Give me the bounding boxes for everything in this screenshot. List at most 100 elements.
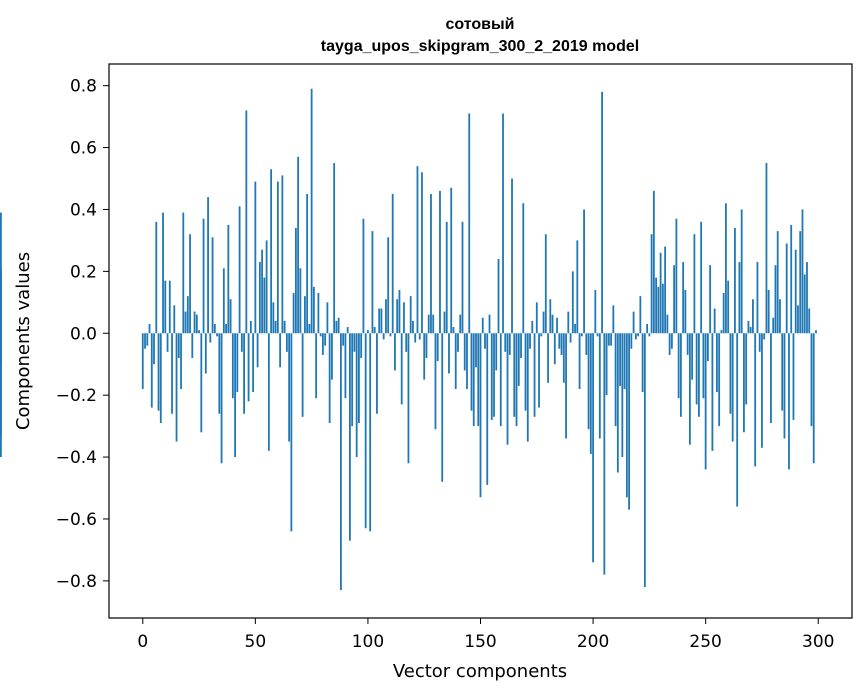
bar [520, 333, 522, 359]
bar [799, 231, 802, 334]
bar [565, 333, 567, 439]
y-tick-label: 0.0 [70, 324, 97, 344]
bar [538, 333, 540, 408]
bar [450, 187, 453, 334]
bar [254, 181, 257, 334]
bar [803, 274, 806, 334]
y-tick-label: 0.8 [70, 77, 97, 97]
bar [195, 314, 198, 334]
bar [511, 178, 513, 334]
bar [677, 333, 680, 399]
bar [351, 333, 354, 427]
bar [675, 218, 678, 334]
chart-title: сотовый [445, 16, 514, 33]
bar [756, 262, 759, 334]
bar [810, 333, 813, 427]
bar [189, 234, 191, 334]
bar [576, 240, 579, 334]
x-tick-label: 100 [352, 632, 384, 652]
bar [729, 333, 732, 414]
bar [371, 231, 374, 334]
bar [245, 110, 248, 334]
bar [243, 333, 245, 414]
bar [193, 311, 196, 334]
bar [394, 333, 396, 371]
bar [184, 311, 187, 334]
bar [652, 190, 655, 334]
bar [461, 221, 464, 334]
bar [571, 271, 574, 334]
bar [412, 320, 414, 334]
bar [601, 91, 603, 334]
bar [648, 333, 651, 337]
bar [326, 302, 329, 334]
bar [596, 333, 599, 337]
bar [346, 327, 349, 334]
bar [159, 333, 162, 424]
y-tick-label: 0.4 [70, 200, 97, 220]
bar [718, 333, 721, 427]
y-tick-label: −0.8 [56, 572, 97, 592]
bar [668, 333, 671, 355]
bar [639, 296, 642, 334]
bar [765, 163, 768, 334]
bar [150, 333, 153, 408]
bar [168, 280, 171, 334]
bar [389, 333, 392, 337]
bar [153, 333, 155, 365]
bar [290, 333, 293, 532]
bar [650, 234, 653, 334]
bar [317, 293, 320, 334]
bar [547, 333, 549, 383]
bar [333, 163, 336, 334]
bar [439, 190, 441, 334]
bar [144, 333, 146, 349]
bar [164, 280, 167, 334]
bar [695, 333, 698, 405]
bar [236, 333, 239, 393]
bar [549, 299, 552, 334]
bar [148, 323, 151, 334]
bar [294, 228, 297, 334]
bar [553, 333, 556, 365]
bar [177, 333, 180, 359]
bar [249, 320, 252, 334]
bar [745, 333, 748, 405]
bar [693, 234, 696, 334]
bar [646, 323, 649, 334]
bar [707, 333, 709, 362]
bar [488, 314, 491, 334]
bar [256, 333, 259, 368]
bar [162, 212, 164, 334]
bar [779, 299, 781, 334]
bar [209, 333, 212, 343]
bar [540, 333, 543, 337]
bar [544, 234, 547, 334]
bar [272, 302, 275, 334]
bar [812, 333, 815, 464]
bar [628, 333, 630, 510]
y-tick-label: −0.2 [56, 386, 97, 406]
bar [770, 333, 772, 424]
bar [220, 333, 223, 464]
bar [720, 330, 723, 334]
bar [391, 193, 394, 334]
x-tick-label: 300 [802, 632, 834, 652]
bar [670, 333, 673, 349]
bar [308, 323, 311, 334]
bar [763, 333, 766, 340]
bar [736, 333, 739, 507]
bar [655, 277, 658, 334]
bar [691, 333, 694, 380]
bar [623, 333, 626, 389]
bar [535, 302, 538, 334]
y-axis: −0.8 −0.6 −0.4 −0.2 0.0 0.2 0.4 0.6 0.8 [56, 77, 109, 592]
bar [533, 333, 536, 417]
bar [360, 333, 363, 359]
bar [234, 333, 236, 458]
bar [443, 311, 446, 334]
bar [274, 320, 277, 334]
bar [605, 333, 608, 396]
bar [754, 333, 757, 467]
